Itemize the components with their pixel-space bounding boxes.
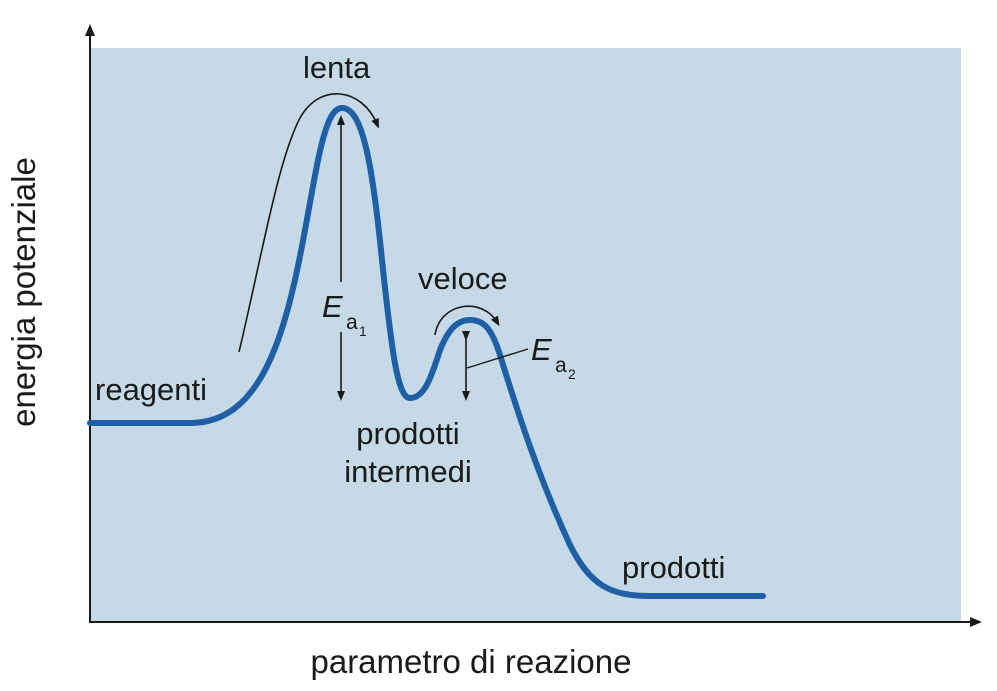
fast-step-arrow — [434, 305, 500, 336]
ea2-subscript: a — [555, 354, 567, 377]
ea1-index: 1 — [359, 323, 367, 339]
products-label: prodotti — [622, 550, 725, 585]
ea2-index: 2 — [568, 366, 576, 382]
ea2-label: E a 2 — [531, 332, 576, 382]
ea1-label: E a 1 — [322, 289, 367, 339]
ea1-subscript: a — [346, 311, 358, 334]
intermediates-label-line1: prodotti — [356, 416, 459, 451]
energy-curve — [87, 105, 766, 599]
slow-step-label: lenta — [303, 50, 371, 85]
ea1-symbol: E — [322, 289, 343, 324]
ea2-symbol: E — [531, 332, 552, 367]
slow-step-arrow — [238, 93, 379, 353]
intermediates-label-line2: intermedi — [344, 454, 472, 489]
y-axis-title: energia potenziale — [5, 157, 42, 427]
plot-background — [90, 48, 961, 621]
fast-step-label: veloce — [418, 261, 508, 296]
reactants-label: reagenti — [95, 372, 207, 407]
ea2-leader-line — [466, 348, 529, 369]
x-axis-title: parametro di reazione — [310, 643, 631, 680]
